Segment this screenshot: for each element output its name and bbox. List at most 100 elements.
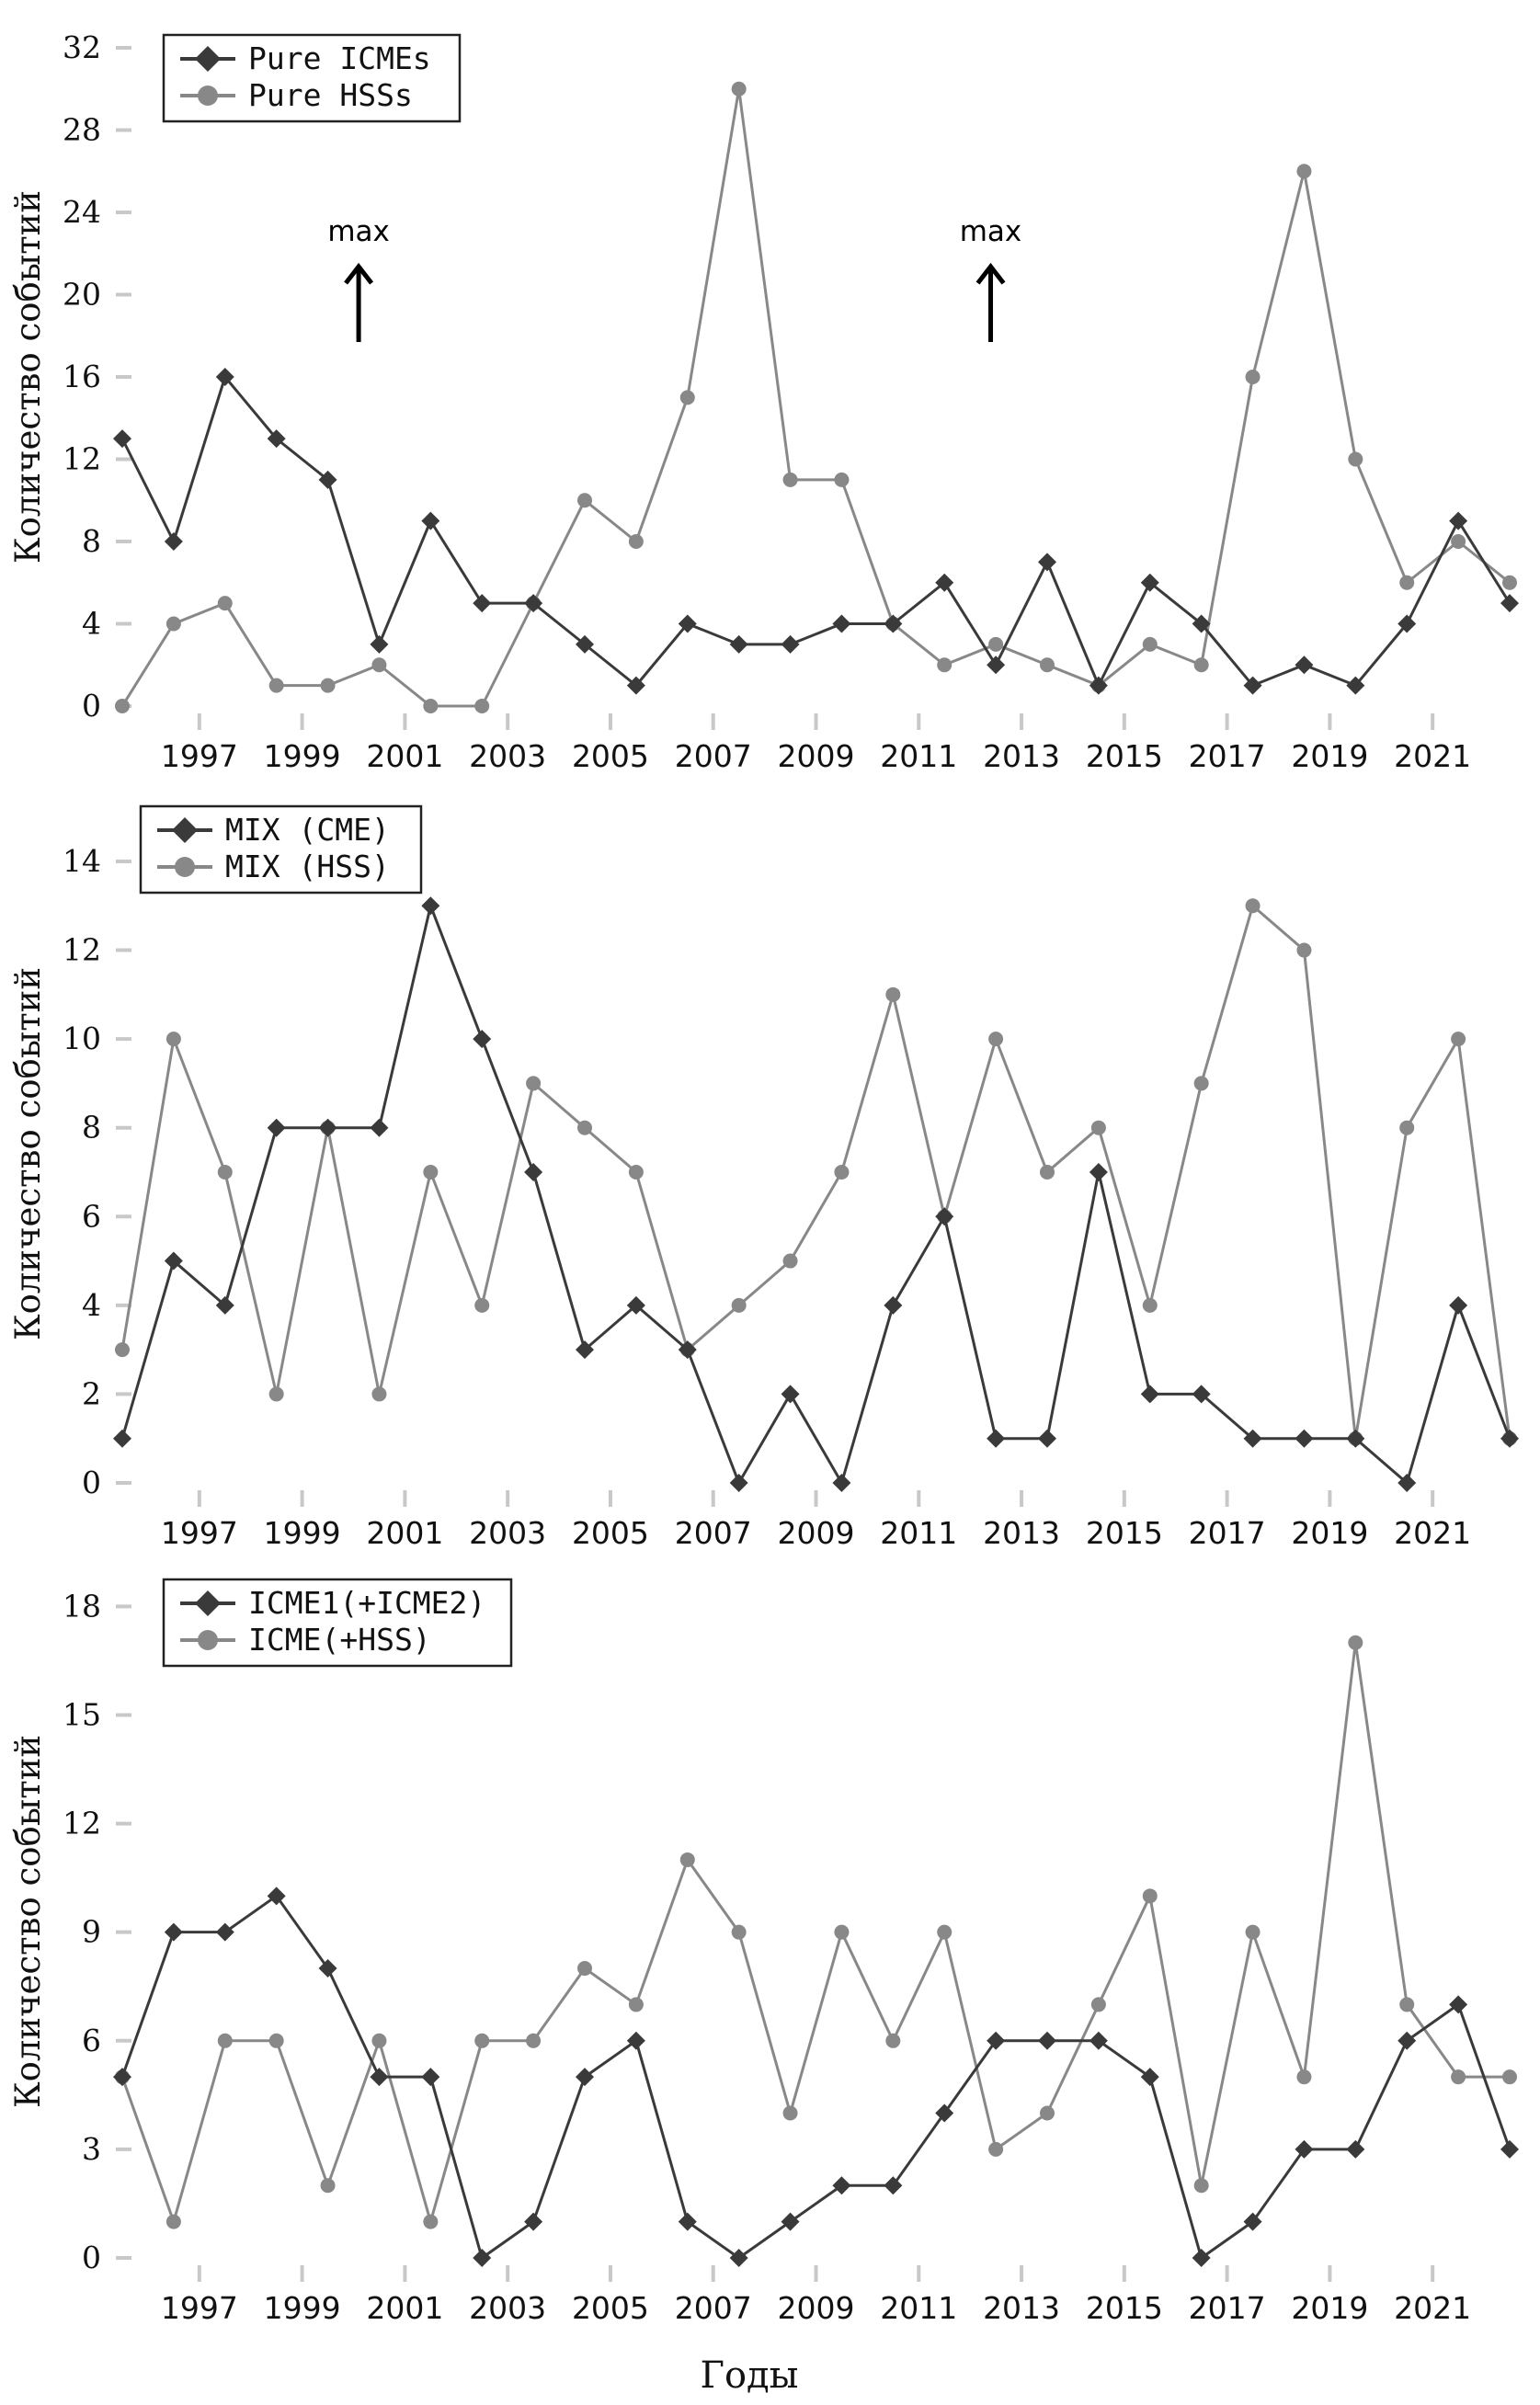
y-tick-label: 18 (63, 1588, 101, 1624)
data-point (473, 594, 492, 613)
x-tick-label: 1999 (264, 2290, 341, 2326)
x-tick-label: 1997 (161, 1515, 238, 1551)
data-point (729, 634, 748, 654)
x-tick-label: 2001 (366, 1515, 443, 1551)
data-point (935, 1207, 954, 1226)
x-tick-label: 2015 (1086, 2290, 1163, 2326)
data-point (937, 657, 953, 673)
data-point (423, 1164, 439, 1180)
legend-swatch-marker (172, 817, 198, 843)
y-tick-label: 10 (63, 1020, 101, 1056)
legend-swatch-marker (198, 85, 218, 106)
data-point (1502, 575, 1517, 590)
chart-panel-3: 0 3 6 9 12 15 18 1997 1999 2001 2003 2005 2007 2009 20… (8, 1578, 1519, 2397)
x-tick-label: 2007 (675, 738, 752, 774)
y-tick-label: 0 (82, 2240, 101, 2275)
legend: MIX (CME)MIX (HSS) (139, 804, 423, 895)
series-line (120, 88, 1511, 708)
data-point (371, 1386, 387, 1402)
data-point (215, 1922, 234, 1942)
legend-swatch-marker (198, 1630, 218, 1650)
data-point (1449, 1995, 1468, 2014)
x-tick-label: 2003 (469, 1515, 546, 1551)
data-point (1142, 1888, 1158, 1904)
data-point (1451, 1032, 1466, 1047)
data-point (268, 1386, 284, 1402)
data-point (1399, 1997, 1415, 2012)
x-tick-label: 2005 (572, 2290, 649, 2326)
x-tick-label: 2011 (880, 1515, 957, 1551)
data-point (1038, 553, 1056, 572)
data-point (217, 1164, 233, 1180)
data-point (1089, 676, 1108, 695)
data-point (1348, 1635, 1363, 1650)
data-point (1040, 657, 1055, 673)
data-point (1040, 1164, 1055, 1180)
x-tick-label: 2017 (1189, 738, 1266, 774)
data-point (115, 1342, 130, 1358)
legend-swatch-marker (175, 857, 195, 877)
y-tick-label: 8 (82, 1110, 101, 1146)
data-point (576, 2068, 594, 2087)
data-point (1090, 1997, 1106, 2012)
data-point (1346, 2139, 1365, 2159)
x-tick-label: 2019 (1291, 1515, 1368, 1551)
y-tick-label: 12 (63, 1806, 101, 1841)
x-tick-label: 2005 (572, 738, 649, 774)
y-tick-label: 3 (82, 2131, 101, 2167)
data-point (1451, 2069, 1466, 2085)
data-point (782, 1253, 798, 1269)
x-tick-label: 2013 (983, 2290, 1060, 2326)
legend-swatch-marker (195, 1590, 221, 1616)
series-line (120, 1894, 1511, 2261)
data-point (987, 1429, 1006, 1448)
legend-label: Pure HSSs (248, 77, 413, 113)
series-line (120, 1642, 1510, 2228)
data-point (165, 616, 181, 632)
y-axis-label: Количество событий (8, 1735, 48, 2108)
x-tick-label: 2007 (675, 1515, 752, 1551)
annotation-label: max (960, 215, 1022, 248)
data-point (628, 534, 644, 549)
data-point (937, 1924, 953, 1940)
data-point (1140, 1385, 1159, 1404)
annotation-max: max (960, 215, 1022, 342)
data-point (935, 573, 954, 592)
series-icme-hss- (115, 1635, 1517, 2229)
data-point (884, 1295, 903, 1315)
chart-panel-1: 0 4 8 12 16 20 24 28 32 1997 1999 2001 2003 2005 2007 2… (8, 29, 1519, 774)
data-point (781, 634, 800, 654)
data-point (781, 1385, 800, 1404)
data-point (1245, 898, 1261, 914)
data-point (267, 429, 286, 449)
data-point (526, 1076, 542, 1091)
data-point (834, 472, 850, 487)
data-point (935, 2103, 954, 2123)
data-point (165, 2214, 181, 2229)
data-point (1245, 1924, 1261, 1940)
data-point (164, 1922, 183, 1942)
y-tick-label: 0 (82, 688, 101, 724)
x-tick-label: 2013 (983, 738, 1060, 774)
data-point (1500, 594, 1519, 613)
data-point (474, 1297, 490, 1313)
data-point (1243, 2212, 1262, 2231)
x-tick-label: 2005 (572, 1515, 649, 1551)
arrow-head-icon (344, 262, 374, 285)
legend-label: MIX (HSS) (225, 849, 390, 884)
data-point (268, 2033, 284, 2048)
data-point (1346, 1429, 1365, 1448)
data-point (679, 1852, 695, 1867)
x-tick-label: 1997 (161, 738, 238, 774)
x-tick-label: 2009 (778, 2290, 855, 2326)
data-point (1502, 2069, 1517, 2085)
data-point (165, 1032, 181, 1047)
y-tick-label: 12 (63, 932, 101, 968)
x-tick-label: 2021 (1394, 738, 1471, 774)
data-point (1038, 2031, 1056, 2050)
data-point (577, 1961, 592, 1977)
data-point (1090, 1120, 1106, 1135)
data-point (1140, 573, 1159, 592)
data-point (421, 511, 440, 530)
